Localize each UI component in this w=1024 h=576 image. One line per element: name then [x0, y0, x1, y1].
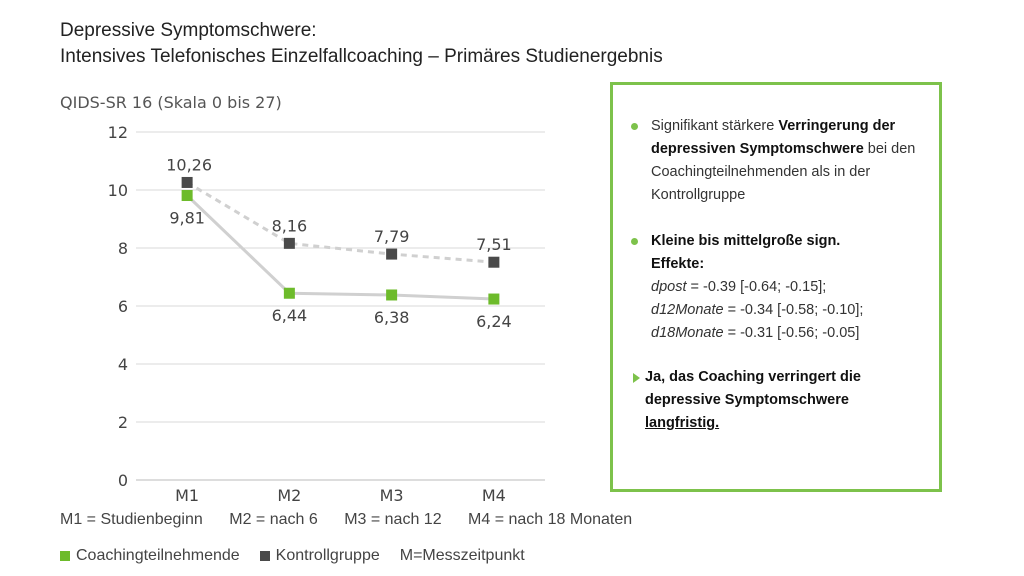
chart-title: Depressive Symptomschwere: Intensives Te…	[60, 18, 663, 70]
data-point-control	[386, 248, 398, 260]
measure-legend-m3: M3 = nach 12	[344, 511, 442, 528]
effect-d18-key: d18Monate	[651, 325, 724, 341]
effect-dpost-key: dpost	[651, 279, 687, 295]
data-label-coaching: 6,24	[476, 312, 512, 331]
y-tick-label: 0	[118, 471, 128, 490]
title-line-2: Intensives Telefonisches Einzelfallcoach…	[60, 46, 663, 67]
series-legend: Coachingteilnehmende Kontrollgruppe M=Me…	[60, 547, 545, 565]
y-axis-label: QIDS-SR 16 (Skala 0 bis 27)	[60, 93, 282, 112]
legend-swatch-coaching	[60, 551, 70, 561]
effect-d18-value: = -0.31 [-0.56; -0.05]	[723, 325, 860, 341]
legend-label-coaching: Coachingteilnehmende	[76, 547, 240, 564]
y-tick-label: 12	[108, 123, 128, 142]
legend-item-coaching: Coachingteilnehmende	[60, 547, 240, 565]
findings-panel: Signifikant stärkere Verringerung der de…	[610, 82, 942, 492]
finding-1-post: bei den Coachingteilnehmenden als in der…	[651, 141, 916, 203]
finding-1: Signifikant stärkere Verringerung der de…	[631, 115, 931, 207]
bullet-dot-icon	[631, 123, 638, 130]
title-line-1: Depressive Symptomschwere:	[60, 20, 317, 41]
y-tick-label: 2	[118, 413, 128, 432]
data-label-control: 8,16	[272, 216, 308, 235]
data-label-coaching: 9,81	[169, 209, 205, 228]
measure-legend: M1 = Studienbeginn M2 = nach 6 M3 = nach…	[60, 511, 654, 529]
finding-1-pre: Signifikant stärkere	[651, 118, 779, 134]
finding-3-bold: Ja, das Coaching verringert die depressi…	[645, 369, 861, 408]
effect-d12-key: d12Monate	[651, 302, 724, 318]
arrow-right-icon	[633, 373, 640, 383]
data-point-coaching	[283, 287, 295, 299]
bullet-dot-icon	[631, 238, 638, 245]
x-tick-label: M3	[380, 486, 404, 505]
x-tick-label: M1	[175, 486, 199, 505]
legend-swatch-control	[259, 551, 270, 561]
series-line-control	[186, 181, 494, 264]
y-tick-label: 4	[118, 355, 128, 374]
effect-d12-value: = -0.34 [-0.58; -0.10];	[723, 302, 864, 318]
data-label-control: 7,51	[476, 235, 512, 254]
finding-1-bold: Verringerung der depressiven Symptomschw…	[651, 118, 896, 157]
y-tick-label: 10	[108, 181, 128, 200]
finding-3-underlined: langfristig.	[645, 415, 720, 431]
x-tick-label: M2	[277, 486, 301, 505]
data-point-coaching	[181, 190, 193, 202]
data-label-control: 7,79	[374, 227, 410, 246]
legend-label-control: Kontrollgruppe	[275, 547, 380, 564]
y-tick-label: 6	[118, 297, 128, 316]
data-label-coaching: 6,38	[374, 308, 410, 327]
data-point-coaching	[488, 293, 500, 305]
data-point-control	[488, 256, 500, 268]
finding-2-bold: Kleine bis mittelgroße sign. Effekte:	[651, 233, 841, 272]
x-tick-label: M4	[482, 486, 506, 505]
measure-legend-m1: M1 = Studienbeginn	[60, 511, 203, 528]
line-chart: QIDS-SR 16 (Skala 0 bis 27) 0 2 4 6 8 10 12 M1 M…	[60, 93, 545, 505]
finding-3: Ja, das Coaching verringert die depressi…	[633, 366, 895, 435]
series-line-coaching	[186, 194, 494, 301]
data-point-coaching	[386, 289, 398, 301]
effect-dpost-value: = -0.39 [-0.64; -0.15];	[686, 279, 827, 295]
legend-note: M=Messzeitpunkt	[400, 547, 525, 565]
data-point-control	[283, 237, 295, 249]
data-point-control	[181, 176, 193, 188]
legend-item-control: Kontrollgruppe	[259, 547, 380, 565]
measure-legend-m4: M4 = nach 18 Monaten	[468, 511, 633, 528]
data-label-coaching: 6,44	[272, 306, 308, 325]
data-label-control: 10,26	[166, 155, 212, 174]
finding-2: Kleine bis mittelgroße sign. Effekte: dp…	[631, 230, 931, 345]
y-tick-label: 8	[118, 239, 128, 258]
measure-legend-m2: M2 = nach 6	[229, 511, 318, 528]
legend-note-text: M=Messzeitpunkt	[399, 547, 525, 564]
